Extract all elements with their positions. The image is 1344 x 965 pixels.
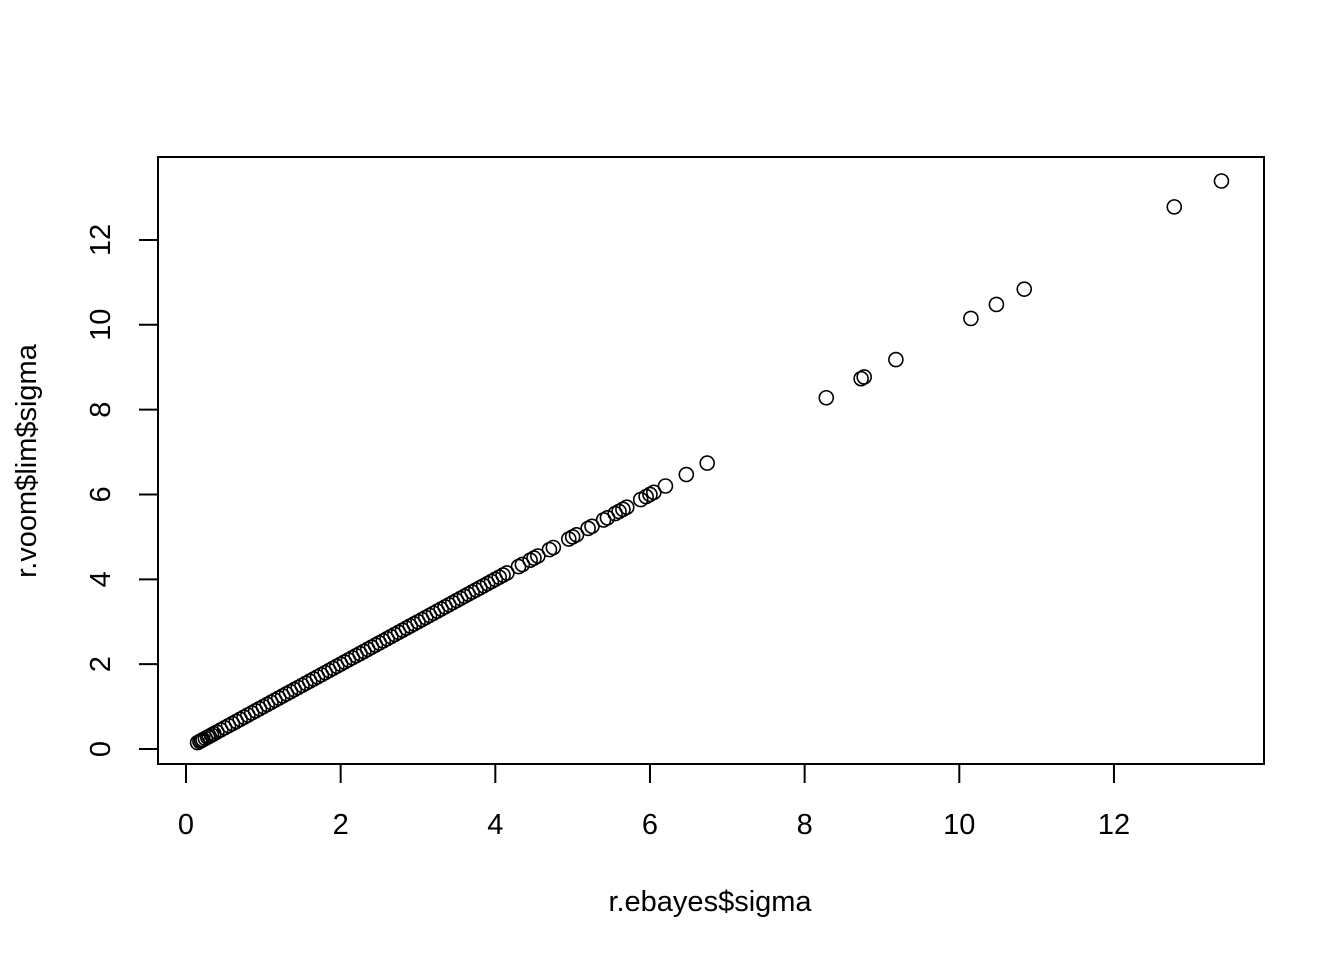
data-point	[1166, 199, 1183, 215]
x-tick-label: 0	[178, 809, 194, 841]
y-tick-label: 10	[85, 309, 117, 341]
data-point	[678, 466, 695, 483]
y-axis-title: r.voom$lim$sigma	[11, 343, 43, 578]
x-tick-label: 10	[943, 809, 975, 841]
data-point	[818, 389, 835, 406]
data-point	[1213, 173, 1230, 189]
y-tick-label: 0	[85, 741, 117, 757]
y-tick-label: 12	[85, 224, 117, 256]
x-axis: 0 2 4 6 8 10 12	[178, 763, 1130, 841]
x-tick-label: 6	[642, 809, 658, 841]
data-point	[568, 526, 585, 543]
y-tick-label: 8	[85, 402, 117, 418]
x-tick-label: 8	[797, 809, 813, 841]
data-point	[963, 310, 979, 327]
data-point	[856, 369, 872, 385]
x-tick-label: 2	[333, 809, 349, 841]
data-point	[646, 484, 662, 501]
data-point	[545, 539, 562, 556]
y-tick-label: 2	[85, 656, 117, 672]
x-tick-label: 12	[1098, 809, 1130, 841]
data-point	[618, 499, 635, 516]
y-tick-label: 4	[85, 571, 117, 587]
data-point	[853, 370, 869, 387]
data-point	[988, 296, 1005, 313]
data-point	[888, 351, 904, 368]
y-axis: 0 2 4 6 8 10 12	[85, 224, 159, 757]
data-point	[699, 455, 716, 471]
x-axis-title: r.ebayes$sigma	[608, 886, 812, 918]
data-point	[1016, 281, 1033, 297]
data-point	[514, 556, 531, 573]
y-tick-label: 6	[85, 486, 117, 502]
data-point	[657, 478, 674, 494]
data-point	[530, 548, 546, 564]
data-point	[599, 510, 616, 526]
data-point	[584, 518, 600, 535]
x-tick-label: 4	[487, 809, 503, 841]
points-layer	[189, 173, 1230, 751]
data-point	[499, 565, 515, 581]
